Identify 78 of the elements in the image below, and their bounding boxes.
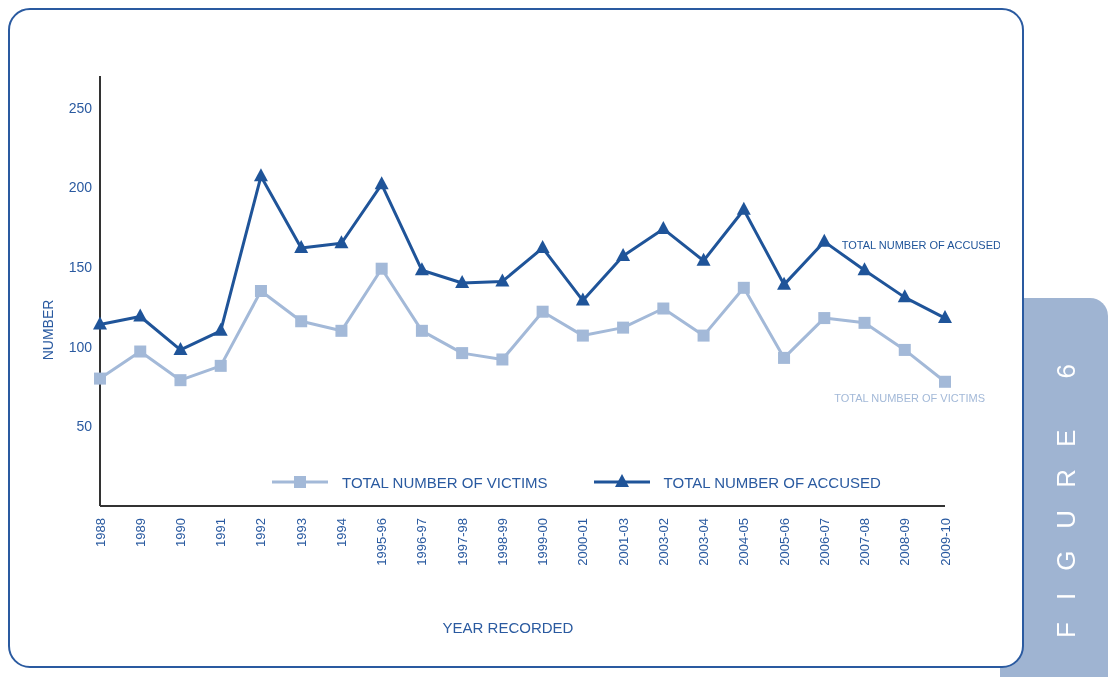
point	[818, 312, 831, 325]
x-axis-title: YEAR RECORDED	[442, 618, 574, 636]
point	[656, 220, 671, 234]
point	[657, 302, 670, 315]
x-tick-label: 1992	[253, 518, 269, 547]
legend-label: TOTAL NUMBER OF VICTIMS	[342, 473, 548, 491]
point	[295, 315, 308, 328]
y-tick-label: 100	[68, 338, 93, 355]
point	[94, 372, 106, 385]
point	[857, 262, 872, 276]
caption: FIGURE 6	[1050, 342, 1082, 638]
x-tick-label: 2001-03	[615, 518, 631, 566]
point	[174, 374, 187, 387]
point	[898, 343, 911, 356]
x-tick-label: 1993	[293, 518, 309, 547]
text: TOTAL NUMBER OF ACCUSED	[841, 239, 1001, 252]
point	[374, 176, 389, 190]
point	[575, 292, 590, 306]
point	[214, 359, 227, 372]
point	[576, 329, 589, 342]
x-tick-label: 1999-00	[535, 518, 551, 566]
legend-label: TOTAL NUMBER OF ACCUSED	[663, 473, 881, 491]
x-tick-label: 1995-96	[374, 518, 390, 566]
x-tick-label: 2000-01	[575, 518, 591, 566]
point	[496, 353, 509, 366]
y-axis-title: NUMBER	[40, 299, 56, 361]
x-tick-label: 1990	[172, 518, 188, 547]
point	[778, 351, 791, 364]
x-tick-label: 1998-99	[494, 518, 510, 566]
point	[938, 310, 952, 324]
point	[617, 321, 630, 334]
x-tick-label: 1988	[92, 518, 108, 547]
point	[696, 252, 711, 266]
x-tick-label: 2004-05	[736, 518, 752, 566]
point	[254, 285, 267, 297]
point	[737, 281, 750, 294]
point	[335, 324, 348, 337]
point	[294, 240, 309, 253]
x-tick-label: 2009-10	[937, 518, 953, 566]
point	[455, 275, 470, 289]
point	[897, 289, 912, 303]
x-tick-label: 1997-98	[454, 518, 470, 566]
point	[939, 375, 951, 388]
x-tick-label: 1991	[213, 518, 229, 547]
point	[134, 345, 147, 358]
point	[536, 305, 549, 318]
point	[616, 247, 631, 261]
point	[415, 324, 428, 337]
y-tick-label: 250	[68, 99, 93, 116]
y-tick-label: 200	[68, 179, 93, 196]
text: TOTAL NUMBER OF VICTIMS	[834, 391, 985, 404]
point	[456, 347, 469, 360]
point	[777, 276, 792, 290]
x-tick-label: 2005-06	[776, 518, 792, 566]
x-tick-label: 2003-04	[696, 518, 712, 566]
x-tick-label: 2007-08	[857, 518, 873, 566]
point	[535, 240, 550, 253]
x-tick-label: 1994	[333, 518, 349, 547]
x-tick-label: 2008-09	[897, 518, 913, 566]
point	[253, 168, 268, 182]
point	[213, 322, 228, 336]
point	[93, 316, 107, 330]
y-tick-label: 50	[76, 418, 93, 435]
point	[736, 201, 751, 215]
point	[173, 341, 188, 355]
point	[495, 273, 510, 287]
point	[334, 235, 349, 249]
point	[817, 233, 832, 247]
x-tick-label: 2003-02	[655, 518, 671, 566]
point	[697, 329, 710, 342]
point	[375, 262, 388, 275]
x-tick-label: 1996-97	[414, 518, 430, 566]
point	[414, 262, 429, 276]
x-tick-label: 2006-07	[816, 518, 832, 566]
point	[133, 308, 148, 322]
point	[858, 316, 871, 329]
x-tick-label: 1989	[132, 518, 148, 547]
y-tick-label: 150	[68, 259, 93, 276]
